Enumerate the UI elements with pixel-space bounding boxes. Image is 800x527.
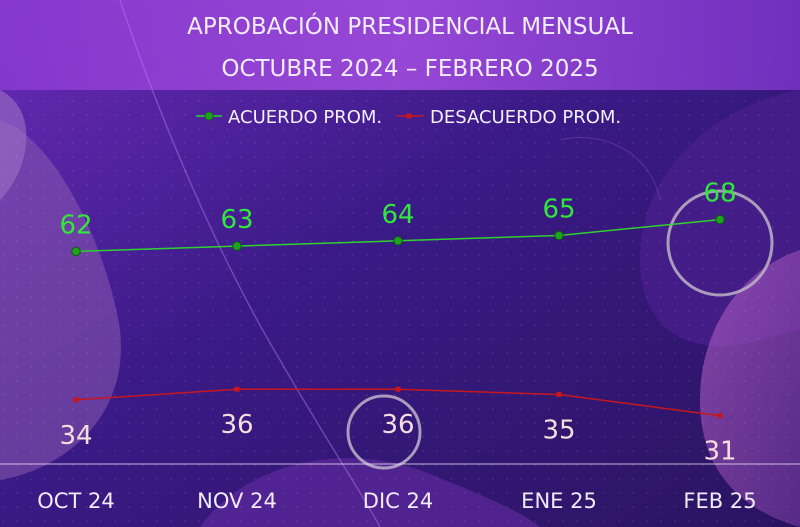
data-point [71, 246, 81, 257]
data-label: 64 [381, 200, 414, 230]
chart-title: APROBACIÓN PRESIDENCIAL MENSUAL [187, 12, 633, 40]
legend-label-agree: ACUERDO PROM. [228, 107, 382, 128]
data-point [73, 397, 79, 403]
data-label: 31 [703, 437, 736, 467]
data-label: 62 [59, 210, 92, 240]
legend: ACUERDO PROM. DESACUERDO PROM. [196, 107, 621, 128]
data-point [395, 386, 401, 392]
series-agree: 62 63 64 65 68 [59, 179, 737, 257]
x-tick-label: OCT 24 [37, 489, 114, 513]
data-point [232, 241, 242, 251]
series-disagree: 34 36 36 35 31 [59, 386, 737, 467]
data-label: 34 [59, 421, 92, 451]
legend-item-agree: ACUERDO PROM. [196, 107, 382, 128]
data-point [393, 236, 403, 246]
legend-item-disagree: DESACUERDO PROM. [397, 107, 621, 128]
data-point [234, 386, 240, 392]
data-label: 35 [542, 416, 575, 446]
data-label: 68 [703, 179, 736, 209]
series-layer: 62 63 64 65 68 34 36 36 35 31 [59, 179, 736, 467]
chart-subtitle: OCTUBRE 2024 – FEBRERO 2025 [221, 56, 598, 82]
data-point [717, 413, 723, 419]
x-tick-label: ENE 25 [521, 489, 597, 513]
legend-label-disagree: DESACUERDO PROM. [430, 107, 621, 128]
x-tick-label: FEB 25 [683, 489, 756, 513]
data-label: 36 [220, 410, 253, 440]
data-label: 36 [381, 410, 414, 440]
x-axis: OCT 24 NOV 24 DIC 24 ENE 25 FEB 25 [37, 489, 756, 513]
data-point [715, 214, 725, 225]
data-point [554, 230, 564, 241]
data-point [556, 392, 562, 397]
data-label: 63 [220, 205, 253, 235]
x-tick-label: NOV 24 [197, 489, 277, 513]
x-tick-label: DIC 24 [363, 489, 433, 513]
data-label: 65 [542, 195, 575, 225]
